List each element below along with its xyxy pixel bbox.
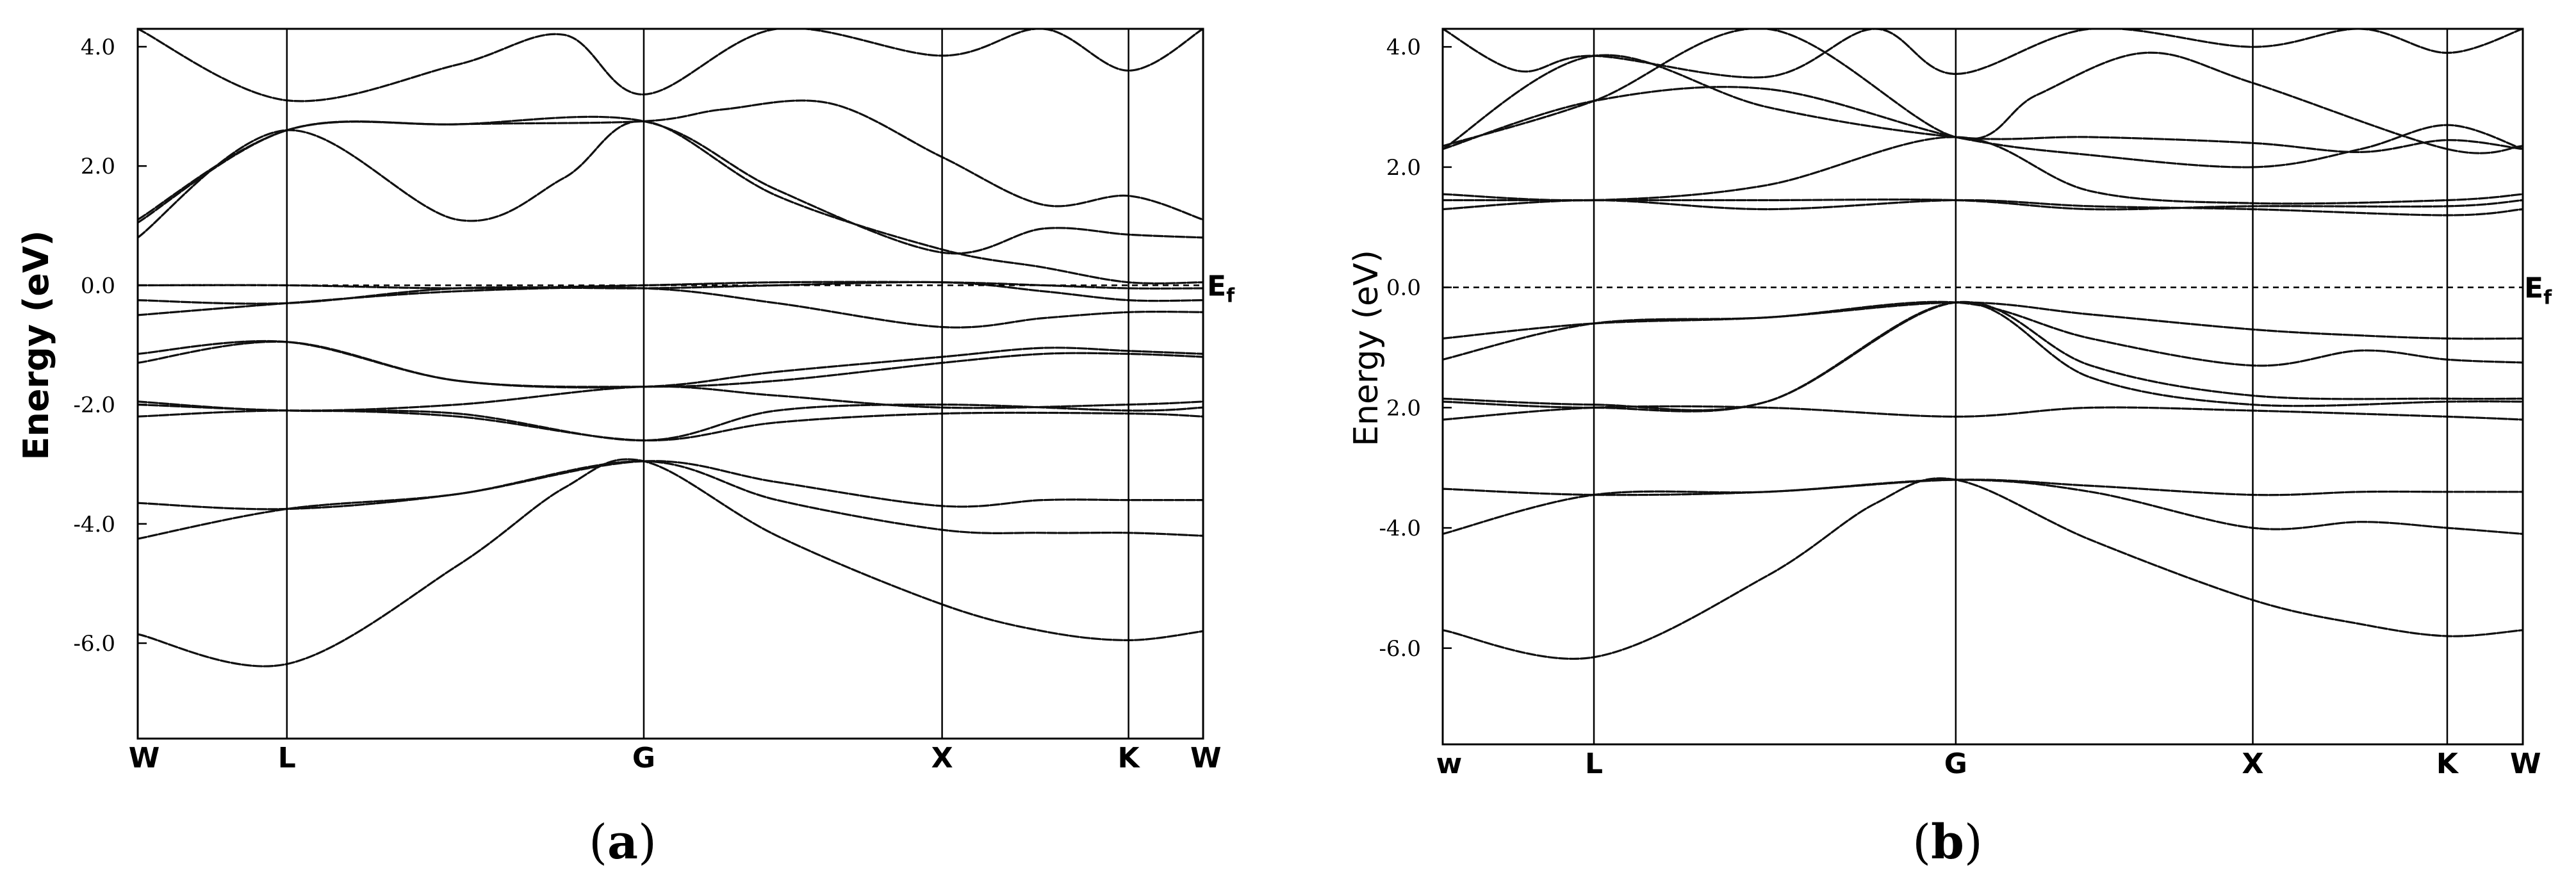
y-tick-label: 2.0 [1386, 155, 1421, 181]
band-3 [1443, 479, 2523, 496]
kpoint-label-g: G [1944, 748, 1967, 780]
band-12 [1443, 86, 2523, 168]
panel-b-plot-frame [1441, 28, 2524, 746]
kpoint-label-l: L [278, 742, 296, 774]
kpoint-label-k: K [1118, 742, 1141, 774]
band-14 [1443, 29, 2523, 154]
band-8 [138, 340, 1203, 389]
band-10 [138, 281, 1203, 305]
y-tick-label: 0.0 [81, 273, 115, 299]
panel-b-y-ticks: 4.0 2.0 0.0 2.0 -4.0 -6.0 [1379, 35, 1452, 662]
band-1 [138, 458, 1203, 667]
panel-b-fermi-label: Ef [2524, 272, 2552, 309]
kpoint-label-w: w [1436, 748, 1463, 780]
band-12 [138, 120, 1203, 285]
band-8 [1443, 301, 2523, 340]
band-14 [138, 99, 1203, 221]
band-3 [138, 460, 1203, 511]
band-11 [1443, 136, 2523, 205]
kpoint-label-w: W [1190, 742, 1222, 774]
panel-b-y-axis-label: Energy (eV) [1347, 250, 1386, 446]
panel-b-caption: (b) [1912, 815, 1983, 870]
band-6 [1443, 300, 2523, 411]
band-6 [138, 385, 1203, 412]
kpoint-label-w: W [2510, 748, 2541, 780]
kpoint-label-k: K [2436, 748, 2459, 780]
kpoint-label-x: X [931, 742, 953, 774]
band-7 [1443, 300, 2523, 367]
y-tick-label: 4.0 [1386, 35, 1421, 60]
band-4 [138, 409, 1203, 442]
band-9 [138, 286, 1203, 329]
band-15 [138, 29, 1203, 102]
y-tick-label: 2.0 [81, 154, 115, 179]
band-15 [1443, 29, 2523, 79]
band-13 [1443, 54, 2523, 154]
kpoint-label-w: W [129, 742, 160, 774]
kpoint-label-l: L [1585, 748, 1603, 780]
panel-a-y-axis-label: Energy (eV) [16, 230, 56, 460]
band-11 [138, 281, 1203, 290]
band-2 [138, 460, 1203, 540]
band-2 [1443, 479, 2523, 536]
y-tick-label: 0.0 [1386, 275, 1421, 301]
band-1 [1443, 477, 2523, 660]
y-tick-label: 2.0 [1386, 395, 1421, 421]
panel-a-caption: (a) [589, 815, 657, 870]
y-tick-label: -6.0 [73, 631, 115, 657]
y-tick-label: -2.0 [73, 393, 115, 418]
y-tick-label: -4.0 [73, 512, 115, 537]
band-10 [1443, 198, 2523, 211]
y-tick-label: 4.0 [81, 35, 115, 60]
panel-a-band-structure: 4.0 2.0 0.0 -2.0 -4.0 -6.0 W L G X K W Energy (eV)… [16, 28, 1235, 870]
panel-a-fermi-label: Ef [1207, 270, 1235, 307]
band-13 [138, 115, 1203, 255]
y-tick-label: -4.0 [1379, 516, 1421, 541]
panel-a-bands [138, 29, 1203, 667]
panel-b-kpoint-lines [1593, 29, 2449, 744]
panel-a-y-ticks: 4.0 2.0 0.0 -2.0 -4.0 -6.0 [73, 35, 147, 657]
panel-a-plot-frame [136, 28, 1204, 740]
band-5 [1443, 301, 2523, 413]
kpoint-label-x: X [2242, 748, 2264, 780]
y-tick-label: -6.0 [1379, 636, 1421, 662]
kpoint-label-g: G [632, 742, 655, 774]
panel-b-bands [1443, 29, 2523, 660]
panel-a-kpoint-lines [286, 29, 1129, 739]
